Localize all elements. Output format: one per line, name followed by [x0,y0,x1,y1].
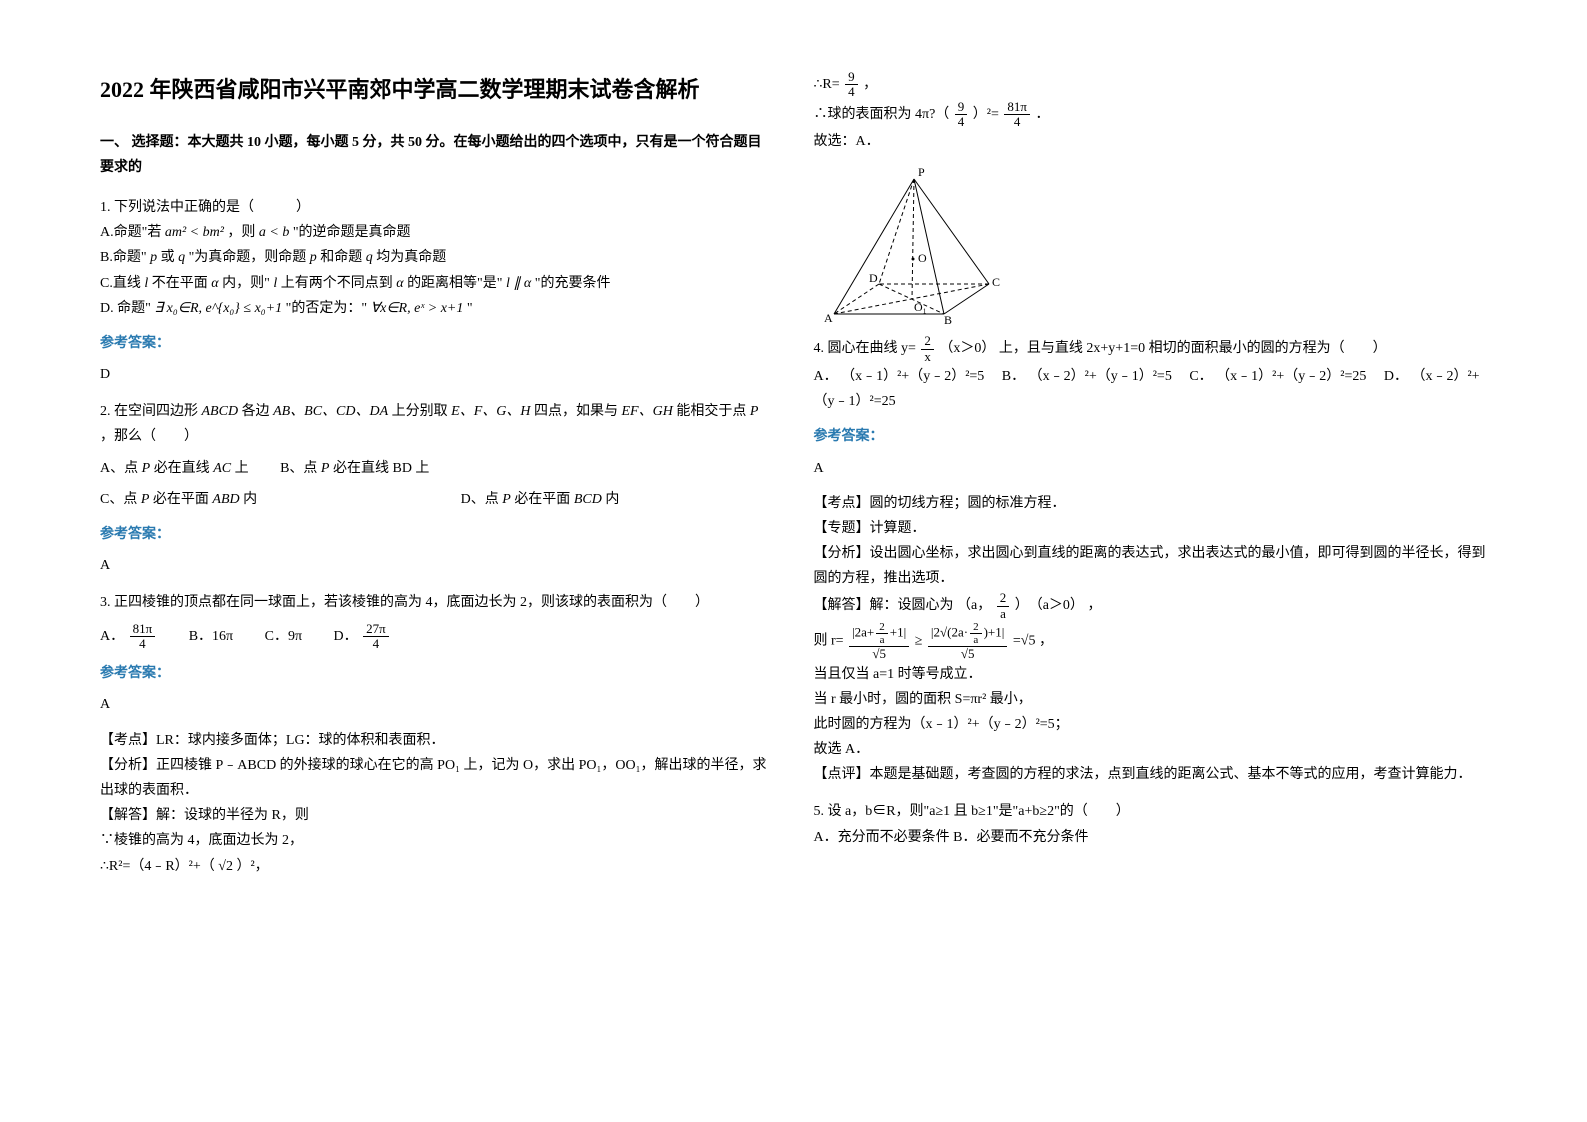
q3-expl2: 【分析】正四棱锥 P﹣ABCD 的外接球的球心在它的高 PO₁ 上，记为 O，求… [100,753,774,803]
q2-opt-b: B、点 P 必在直线 BD 上 [280,456,429,481]
label-o1: O₁ [914,300,927,314]
label-d: D [869,271,878,285]
q1-ans: D [100,362,774,387]
question-4: 4. 圆心在曲线 y= 2 x （x＞0） 上，且与直线 2x+y+1=0 相切… [814,334,1488,787]
q4-e7: 当 r 最小时，圆的面积 S=πr² 最小， [814,687,1488,712]
expr-ab: a < b [259,225,289,240]
sym-alpha: α [211,276,218,291]
q4-e8: 此时圆的方程为（x﹣1）²+（y﹣2）²=5； [814,712,1488,737]
q1-stem: 1. 下列说法中正确的是（ ） [100,195,774,220]
q4-e2: 【专题】计算题． [814,516,1488,541]
q2-ans: A [100,553,774,578]
q2-ans-label: 参考答案： [100,522,774,547]
frac-2-a: 2 a [997,591,1010,621]
q3-ans: A [100,692,774,717]
q4-e5: 则 r= |2a+2a+1| √5 ≥ |2√(2a·2a)+1| √5 =√5… [814,621,1488,661]
q4-options: A． （x﹣1）²+（y﹣2）²=5 B． （x﹣2）²+（y﹣1）²=5 C．… [814,364,1488,414]
q4-opt-c: C． （x﹣1）²+（y﹣2）²=25 [1189,369,1366,384]
q3-opt-d: D． 27π 4 [334,622,391,652]
q3-opt-c: C．9π [265,624,302,649]
q4-e10: 【点评】本题是基础题，考查圆的方程的求法，点到直线的距离公式、基本不等式的应用，… [814,762,1488,787]
left-column: 2022 年陕西省咸阳市兴平南郊中学高二数学理期末试卷含解析 一、 选择题：本大… [100,70,774,891]
q2-options: A、点 P 必在直线 AC 上 B、点 P 必在直线 BD 上 [100,456,774,481]
q4-e6: 当且仅当 a=1 时等号成立． [814,662,1488,687]
label-o: O [918,251,927,265]
q3-opt-a: A． 81π 4 [100,622,157,652]
q3-expl4: ∵棱锥的高为 4，底面边长为 2， [100,828,774,853]
frac-r-expr2: |2√(2a·2a)+1| √5 [928,621,1007,661]
q4-e3: 【分析】设出圆心坐标，求出圆心到直线的距离的表达式，求出表达式的最小值，即可得到… [814,541,1488,591]
right-column: ∴R= 9 4 ， ∴球的表面积为 4π?（ 9 4 ）²= 81π 4 ． 故… [814,70,1488,891]
pyramid-diagram: P A B C D O O₁ [814,164,1014,324]
q3-final-ans: 故选：A． [814,129,1488,154]
question-1: 1. 下列说法中正确的是（ ） A.命题"若 am² < bm² ，则 a < … [100,195,774,387]
q3-expl1: 【考点】LR：球内接多面体；LG：球的体积和表面积． [100,728,774,753]
q1-opt-b: B.命题" p 或 q "为真命题，则命题 p 和命题 q 均为真命题 [100,245,774,270]
q3-expl5: ∴R²=（4﹣R）²+（ √2 ）²， [100,854,774,879]
frac-r-expr1: |2a+2a+1| √5 [849,621,909,661]
q4-ans: A [814,456,1488,481]
q1-ans-label: 参考答案： [100,331,774,356]
q2-opt-c: C、点 P 必在平面 ABD 内 [100,487,257,512]
question-5: 5. 设 a，b∈R，则"a≥1 且 b≥1"是"a+b≥2"的（ ） A．充分… [814,799,1488,849]
q3-options: A． 81π 4 B．16π C．9π D． 27π 4 [100,622,774,652]
expr-l-par-alpha: l ∥ α [506,276,531,291]
question-2: 2. 在空间四边形 ABCD 各边 AB、BC、CD、DA 上分别取 E、F、G… [100,399,774,578]
q4-opt-a: A． （x﹣1）²+（y﹣2）²=5 [814,369,985,384]
q1-opt-c: C.直线 l 不在平面 α 内，则" l 上有两个不同点到 α 的距离相等"是"… [100,271,774,296]
label-a: A [824,311,833,324]
label-p: P [918,165,925,179]
page-title: 2022 年陕西省咸阳市兴平南郊中学高二数学理期末试卷含解析 [100,70,774,110]
q2-opt-d: D、点 P 必在平面 BCD 内 [461,487,620,512]
q1-opt-a: A.命题"若 am² < bm² ，则 a < b "的逆命题是真命题 [100,220,774,245]
frac-27pi-4: 27π 4 [363,622,389,652]
expr-am2bm2: am² < bm² [165,225,224,240]
q5-opt-a: A．充分而不必要条件 [814,830,950,845]
q4-stem: 4. 圆心在曲线 y= 2 x （x＞0） 上，且与直线 2x+y+1=0 相切… [814,334,1488,364]
frac-2-x: 2 x [921,334,934,364]
q3-ans-label: 参考答案： [100,661,774,686]
sym-q: q [178,250,185,265]
r-value: ∴R= 9 4 ， [814,70,1488,100]
q4-e1: 【考点】圆的切线方程；圆的标准方程． [814,491,1488,516]
q2-stem: 2. 在空间四边形 ABCD 各边 AB、BC、CD、DA 上分别取 E、F、G… [100,399,774,449]
q4-ans-label: 参考答案： [814,424,1488,449]
surface-area: ∴球的表面积为 4π?（ 9 4 ）²= 81π 4 ． [814,100,1488,130]
q5-stem: 5. 设 a，b∈R，则"a≥1 且 b≥1"是"a+b≥2"的（ ） [814,799,1488,824]
q1-opt-d: D. 命题" ∃ x₀∈R, e^{x₀} ≤ x₀+1 "的否定为：" ∀x∈… [100,296,774,321]
label-c: C [992,275,1000,289]
expr-forall: ∀x∈R, eˣ > x+1 [371,301,464,316]
question-3: 3. 正四棱锥的顶点都在同一球面上，若该棱锥的高为 4，底面边长为 2，则该球的… [100,590,774,878]
q4-opt-b: B． （x﹣2）²+（y﹣1）²=5 [1002,369,1172,384]
q3-expl3: 【解答】解：设球的半径为 R，则 [100,803,774,828]
q4-e9: 故选 A． [814,737,1488,762]
section-subtitle: 一、 选择题：本大题共 10 小题，每小题 5 分，共 50 分。在每小题给出的… [100,130,774,180]
q2-options-2: C、点 P 必在平面 ABD 内 D、点 P 必在平面 BCD 内 [100,487,774,512]
sym-p: p [150,250,157,265]
q5-opt-b: B．必要而不充分条件 [953,830,1088,845]
q3-stem: 3. 正四棱锥的顶点都在同一球面上，若该棱锥的高为 4，底面边长为 2，则该球的… [100,590,774,615]
frac-81pi-4: 81π 4 [130,622,156,652]
sym-l: l [144,276,148,291]
label-b: B [944,313,952,324]
q3-opt-b: B．16π [189,624,233,649]
q4-e4: 【解答】解：设圆心为 （a， 2 a ） （a＞0） ， [814,591,1488,621]
q5-options: A．充分而不必要条件 B．必要而不充分条件 [814,825,1488,850]
frac-9-4: 9 4 [845,70,858,100]
q2-opt-a: A、点 P 必在直线 AC 上 [100,456,249,481]
expr-exist: ∃ x₀∈R, e^{x₀} ≤ x₀+1 [154,301,282,316]
